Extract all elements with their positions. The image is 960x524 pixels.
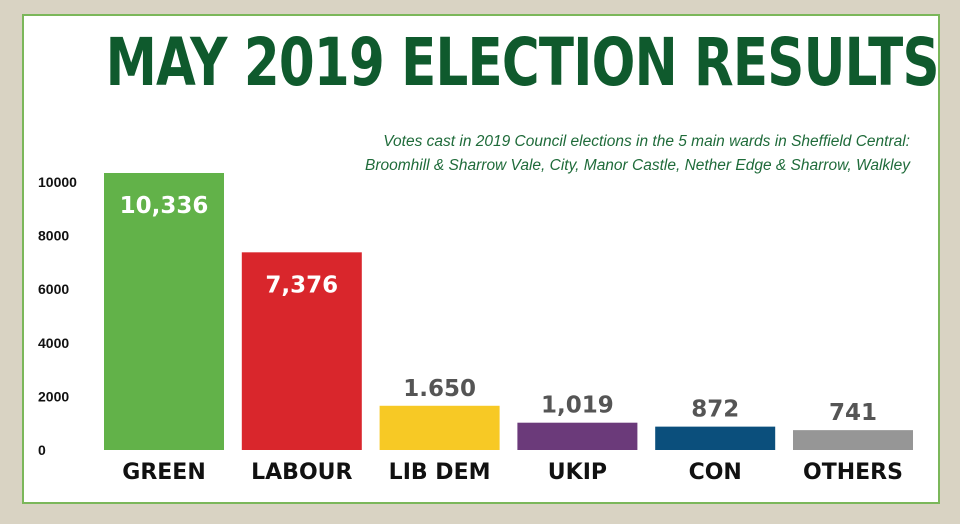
subtitle-line-2: Broomhill & Sharrow Vale, City, Manor Ca… bbox=[364, 157, 910, 174]
data-label: 1.650 bbox=[403, 376, 476, 402]
x-tick-label: GREEN bbox=[122, 460, 205, 485]
y-tick-label: 10000 bbox=[38, 174, 77, 190]
bar-labour bbox=[241, 252, 362, 450]
data-label: 1,019 bbox=[541, 393, 614, 419]
data-label: 7,376 bbox=[265, 272, 338, 298]
bar-green bbox=[104, 172, 224, 451]
y-tick-label: 8000 bbox=[38, 228, 69, 244]
chart-title: MAY 2019 ELECTION RESULTS bbox=[105, 24, 940, 101]
data-label: 10,336 bbox=[120, 193, 209, 219]
chart-subtitle: Votes cast in 2019 Council elections in … bbox=[210, 130, 910, 178]
x-tick-label: LIB DEM bbox=[389, 460, 491, 485]
data-label: 872 bbox=[691, 397, 739, 423]
bar-lib-dem bbox=[379, 405, 500, 450]
y-tick-label: 0 bbox=[38, 442, 46, 458]
y-tick-label: 4000 bbox=[38, 335, 69, 351]
bar-others bbox=[793, 430, 913, 450]
x-tick-label: CON bbox=[689, 460, 742, 485]
data-label: 741 bbox=[829, 400, 877, 426]
x-tick-label: UKIP bbox=[548, 460, 607, 485]
bar-con bbox=[655, 426, 776, 450]
y-tick-label: 6000 bbox=[38, 281, 69, 297]
y-tick-label: 2000 bbox=[38, 388, 69, 404]
bar-ukip bbox=[517, 422, 638, 450]
x-tick-label: OTHERS bbox=[803, 460, 903, 485]
subtitle-line-1: Votes cast in 2019 Council elections in … bbox=[383, 133, 910, 150]
x-tick-label: LABOUR bbox=[251, 460, 352, 485]
